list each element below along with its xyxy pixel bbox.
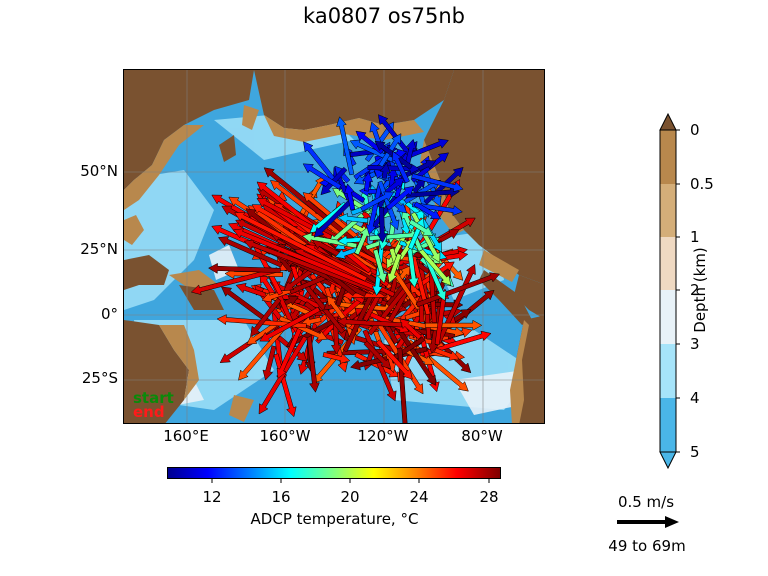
depth-tick-3: 3 xyxy=(690,335,700,353)
adcp-vector-361 xyxy=(379,162,391,179)
depth-colorbar-label: Depth (km) xyxy=(691,247,709,333)
scale-speed-label: 0.5 m/s xyxy=(617,493,675,511)
track-end-label: end xyxy=(133,403,165,421)
map-panel xyxy=(123,69,545,424)
adcp-vector-365 xyxy=(411,173,464,193)
temperature-colorbar-ticks xyxy=(211,478,490,483)
temp-tick-28: 28 xyxy=(479,488,499,506)
temperature-colorbar-label: ADCP temperature, °C xyxy=(250,510,419,528)
adcp-vector-290 xyxy=(372,248,388,284)
scale-depth-label: 49 to 69m xyxy=(608,537,686,555)
adcp-vector-341 xyxy=(344,183,356,211)
adcp-vector-0 xyxy=(262,345,277,381)
depth-tick-0-5: 0.5 xyxy=(690,175,714,193)
adcp-vector-328 xyxy=(313,197,355,238)
adcp-vector-269 xyxy=(234,211,368,282)
lat-label-0: 0° xyxy=(100,305,118,323)
adcp-vector-181 xyxy=(385,351,397,374)
temp-tick-16: 16 xyxy=(271,488,291,506)
adcp-vector-135 xyxy=(258,335,308,415)
lon-label-80w: 80°W xyxy=(461,427,503,445)
adcp-vector-210 xyxy=(424,319,483,331)
temp-tick-24: 24 xyxy=(409,488,429,506)
temp-tick-20: 20 xyxy=(340,488,360,506)
adcp-vector-372 xyxy=(362,171,373,192)
adcp-vector-297 xyxy=(337,213,369,224)
temperature-colorbar xyxy=(167,467,501,479)
lon-label-160e: 160°E xyxy=(163,427,209,445)
adcp-vector-220 xyxy=(415,272,501,308)
adcp-vector-294 xyxy=(414,243,452,286)
map-svg xyxy=(124,70,544,423)
plot-title: ka0807 os75nb xyxy=(303,4,465,28)
adcp-vector-226 xyxy=(250,297,282,337)
adcp-vector-195 xyxy=(399,318,422,340)
adcp-vector-355 xyxy=(407,138,449,159)
adcp-vector-216 xyxy=(276,325,304,379)
depth-tick-4: 4 xyxy=(690,389,700,407)
adcp-vector-356 xyxy=(412,177,426,194)
depth-colorbar xyxy=(659,112,680,470)
depth-tick-0: 0 xyxy=(690,121,700,139)
adcp-vector-370 xyxy=(302,163,342,190)
adcp-vector-268 xyxy=(232,228,381,292)
lon-label-160w: 160°W xyxy=(259,427,311,445)
adcp-vector-342 xyxy=(406,186,461,198)
adcp-vector-364 xyxy=(365,181,383,236)
adcp-vector-227 xyxy=(363,340,392,370)
adcp-vector-115 xyxy=(264,292,313,317)
lat-label-25s: 25°S xyxy=(81,369,118,387)
adcp-vector-337 xyxy=(376,207,388,244)
adcp-vector-75 xyxy=(434,347,460,361)
lat-label-25n: 25°N xyxy=(80,240,118,258)
adcp-vector-369 xyxy=(385,185,415,211)
adcp-vectors xyxy=(190,114,501,423)
depth-tick-1: 1 xyxy=(690,228,700,246)
lon-label-120w: 120°W xyxy=(357,427,409,445)
scale-arrow xyxy=(617,516,679,528)
depth-tick-5: 5 xyxy=(690,443,700,461)
track-start-label: start xyxy=(133,389,174,407)
adcp-vector-344 xyxy=(336,116,355,176)
lat-label-50n: 50°N xyxy=(80,162,118,180)
adcp-vector-348 xyxy=(413,201,442,220)
depth-tick-2: 2 xyxy=(690,281,700,299)
adcp-vector-199 xyxy=(336,316,403,328)
adcp-vector-314 xyxy=(408,219,434,237)
adcp-vector-308 xyxy=(387,253,402,284)
adcp-vector-193 xyxy=(375,339,413,380)
adcp-vector-218 xyxy=(217,236,283,268)
temp-tick-12: 12 xyxy=(202,488,222,506)
adcp-vector-374 xyxy=(391,150,410,184)
adcp-vector-373 xyxy=(360,191,395,212)
adcp-vector-223 xyxy=(207,262,281,274)
adcp-vector-109 xyxy=(322,351,351,364)
adcp-vector-228 xyxy=(259,306,321,342)
